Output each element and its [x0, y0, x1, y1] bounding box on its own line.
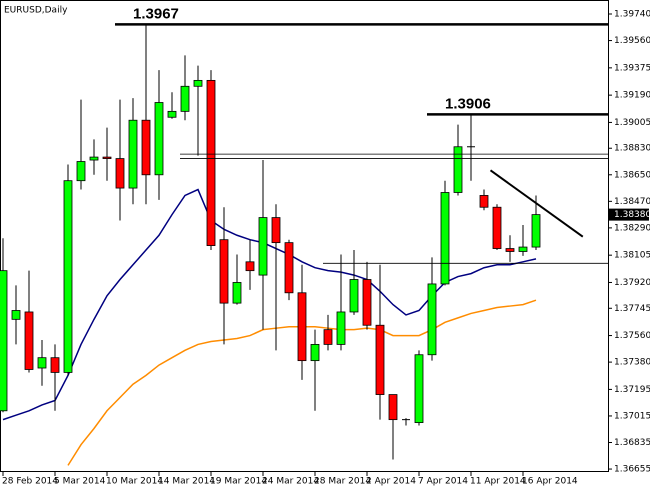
- y-tick-label: 1.39005: [614, 118, 650, 128]
- candle-body: [414, 354, 424, 423]
- x-tick-label: 11 Apr 2014: [470, 477, 526, 487]
- y-tick-label: 1.39190: [614, 91, 650, 101]
- candle-body: [193, 79, 203, 87]
- candle-body: [11, 310, 21, 320]
- x-tick-label: 5 Mar 2014: [54, 477, 106, 487]
- candle-body: [37, 357, 47, 369]
- x-tick-label: 14 Mar 2014: [158, 477, 215, 487]
- x-tick-label: 28 Mar 2014: [314, 477, 371, 487]
- candle-body: [375, 324, 385, 395]
- y-tick-label: 1.38830: [614, 144, 650, 154]
- candle-body: [258, 217, 268, 276]
- candle-body: [128, 119, 138, 189]
- y-tick-label: 1.39560: [614, 36, 650, 46]
- candle-body: [89, 156, 99, 161]
- plot-frame: [0, 0, 609, 472]
- candle-body: [102, 156, 112, 159]
- y-tick-label: 1.37380: [614, 358, 650, 368]
- candle-body: [24, 311, 34, 370]
- y-tick-label: 1.38470: [614, 197, 650, 207]
- candle-body: [505, 248, 515, 252]
- candle-body: [154, 102, 164, 176]
- y-tick-label: 1.37560: [614, 331, 650, 341]
- current-price-label: 1.38380: [614, 210, 650, 220]
- candle-body: [271, 217, 281, 244]
- y-tick-label: 1.37920: [614, 278, 650, 288]
- candle-body: [531, 214, 541, 248]
- candle-body: [323, 329, 333, 345]
- candle-body: [336, 311, 346, 345]
- candle-body: [219, 239, 229, 304]
- y-tick-label: 1.37015: [614, 411, 650, 421]
- y-tick-label: 1.38290: [614, 223, 650, 233]
- candle-body: [453, 146, 463, 193]
- trend-line: [489, 169, 584, 238]
- level-label: 1.3906: [445, 95, 491, 112]
- x-tick-label: 28 Feb 2014: [2, 477, 58, 487]
- candle-body: [518, 246, 528, 252]
- candle-body: [0, 270, 8, 412]
- y-tick-label: 1.38105: [614, 251, 650, 261]
- candle-body: [284, 242, 294, 294]
- candle-body: [492, 206, 502, 249]
- y-tick-label: 1.38650: [614, 170, 650, 180]
- candle-body: [141, 119, 151, 176]
- x-tick-label: 10 Mar 2014: [106, 477, 163, 487]
- candle-body: [297, 292, 307, 362]
- current-price-box: [609, 208, 649, 221]
- candle-body: [310, 344, 320, 362]
- chart-title: EURUSD,Daily: [4, 6, 68, 16]
- x-tick-label: 16 Apr 2014: [522, 477, 578, 487]
- y-tick-label: 1.37745: [614, 304, 650, 314]
- candle-body: [76, 161, 86, 182]
- candle-body: [440, 192, 450, 285]
- y-tick-label: 1.36835: [614, 438, 650, 448]
- candle-body: [232, 282, 242, 304]
- candle-body: [63, 180, 73, 373]
- candle-body: [362, 279, 372, 326]
- candle-body: [479, 195, 489, 208]
- candle-body: [388, 394, 398, 421]
- x-tick-label: 24 Mar 2014: [262, 477, 319, 487]
- candle-body: [245, 261, 255, 272]
- y-tick-label: 1.39375: [614, 63, 650, 73]
- candle-body: [180, 85, 190, 112]
- candle-body: [167, 110, 177, 118]
- candle-body: [206, 79, 216, 246]
- candle-body: [115, 158, 125, 189]
- candle-body: [50, 357, 60, 373]
- x-tick-label: 19 Mar 2014: [210, 477, 267, 487]
- x-tick-label: 2 Apr 2014: [366, 477, 416, 487]
- y-tick-label: 1.36655: [614, 465, 650, 475]
- y-tick-label: 1.37195: [614, 385, 650, 395]
- y-tick-label: 1.39740: [614, 10, 650, 20]
- level-label: 1.3967: [133, 5, 179, 22]
- x-tick-label: 7 Apr 2014: [418, 477, 468, 487]
- candle-body: [427, 283, 437, 356]
- candle-body: [349, 279, 359, 313]
